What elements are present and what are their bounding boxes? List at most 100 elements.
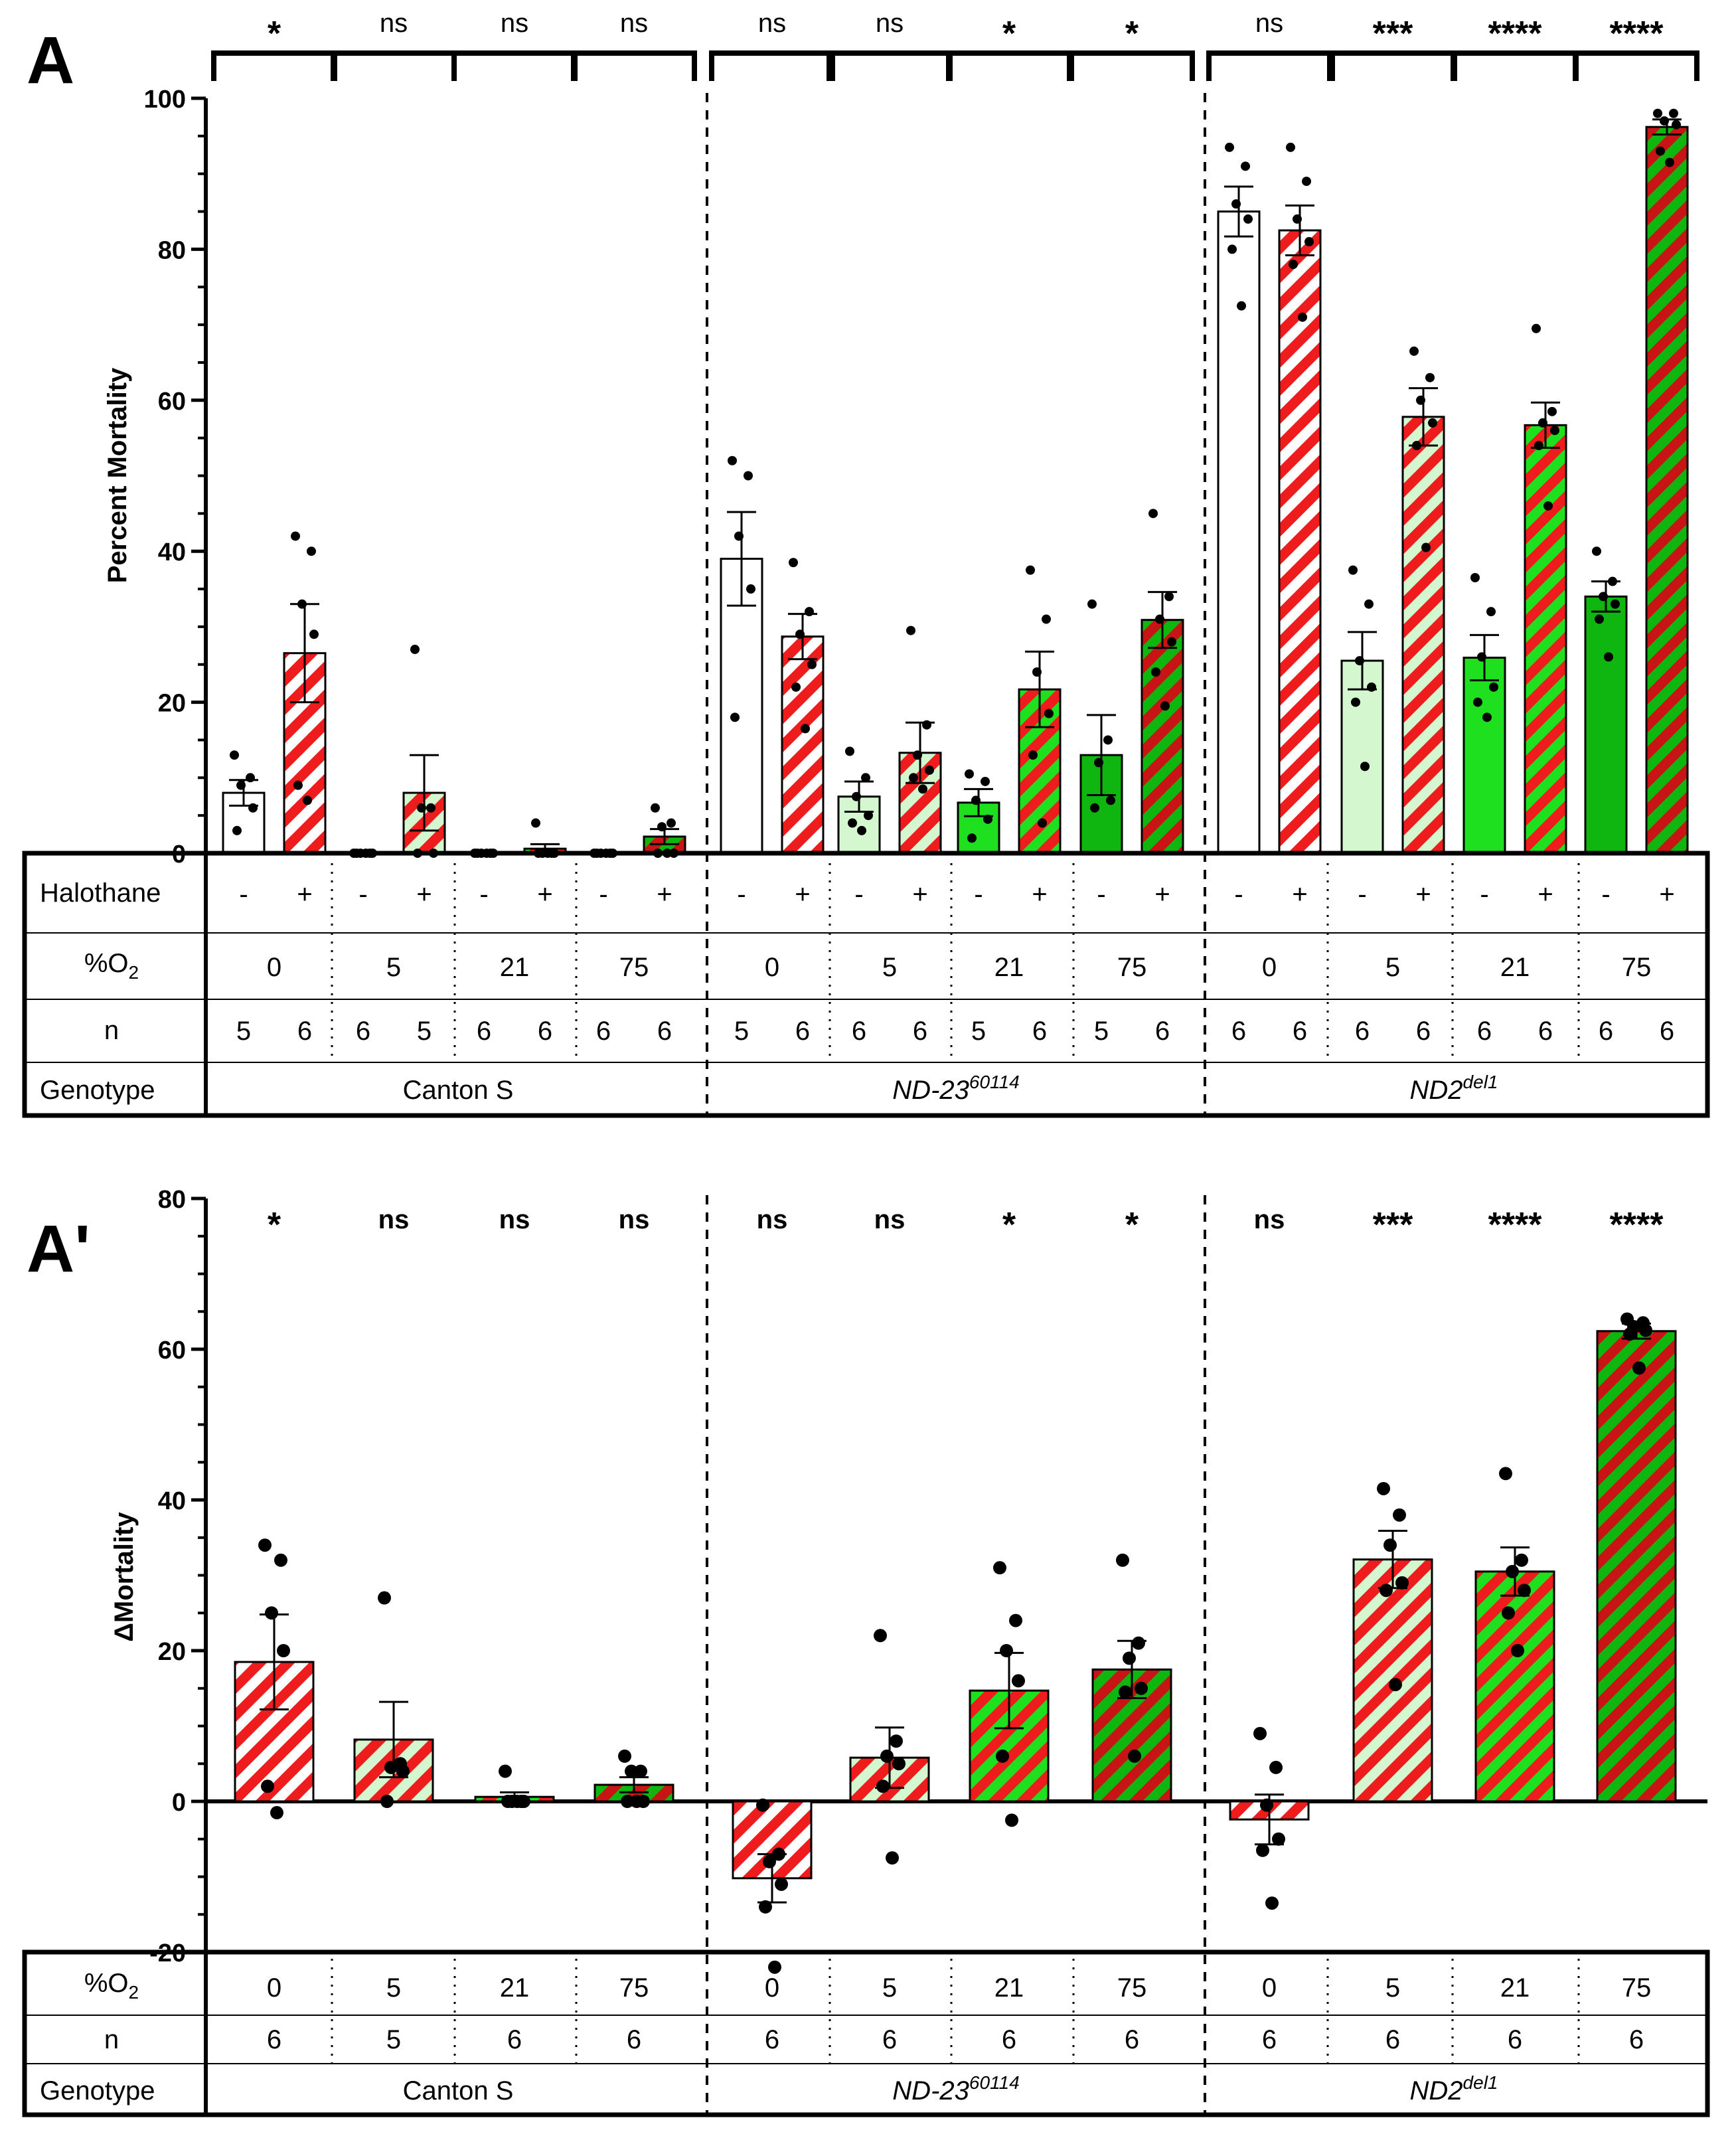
data-point	[1389, 1678, 1402, 1692]
halothane-minus: -	[239, 880, 248, 909]
data-point	[657, 822, 667, 832]
data-point	[1032, 667, 1042, 677]
genotype-label: ND-2360114	[892, 2072, 1019, 2105]
data-point	[965, 769, 974, 779]
n-value: 6	[1032, 1017, 1047, 1046]
genotype-label: Canton S	[403, 1076, 514, 1105]
halothane-minus: -	[479, 880, 488, 909]
data-point	[922, 720, 931, 730]
halothane-plus: +	[1032, 880, 1047, 909]
data-point	[1608, 576, 1617, 586]
data-point	[775, 1877, 788, 1891]
data-point	[232, 825, 242, 835]
data-point	[886, 1851, 899, 1865]
n-value: 6	[765, 2025, 779, 2054]
data-point	[1518, 1584, 1531, 1598]
significance-label: ns	[499, 1205, 530, 1234]
data-point	[845, 746, 854, 756]
data-point	[1473, 697, 1482, 707]
data-point	[1260, 1798, 1273, 1812]
data-point	[1367, 682, 1376, 692]
significance-label: ns	[757, 1205, 788, 1234]
row-label-o2: %O2	[84, 1969, 139, 2003]
data-point	[1669, 108, 1678, 118]
data-point	[258, 1538, 272, 1552]
data-point	[744, 471, 753, 481]
data-point	[378, 1591, 391, 1605]
significance-label: ns	[380, 9, 408, 38]
n-value: 5	[236, 1017, 251, 1046]
significance-bracket	[1069, 50, 1195, 81]
significance-label: *	[1125, 1206, 1139, 1244]
n-value: 5	[417, 1017, 432, 1046]
n-value: 6	[795, 1017, 810, 1046]
data-point	[1304, 237, 1314, 247]
data-point	[1241, 161, 1250, 171]
o2-level: 0	[765, 1973, 779, 2003]
data-point	[967, 833, 977, 843]
bar-halothane-plus	[1524, 424, 1567, 855]
data-point	[1026, 565, 1035, 575]
bar-halothane-minus	[1340, 659, 1384, 855]
data-point	[621, 1795, 634, 1808]
data-point	[1123, 1651, 1136, 1665]
data-point	[1298, 312, 1307, 322]
data-point	[270, 1806, 283, 1820]
data-point	[1148, 509, 1158, 519]
data-point	[1094, 758, 1103, 768]
n-value: 6	[1508, 2025, 1522, 2054]
data-point	[1395, 1576, 1409, 1590]
data-point	[274, 1553, 287, 1567]
halothane-plus: +	[657, 880, 672, 909]
bar-halothane-minus	[1462, 657, 1506, 855]
data-point	[396, 1764, 410, 1778]
halothane-minus: -	[1097, 880, 1105, 909]
data-point	[1360, 762, 1370, 772]
data-point	[925, 765, 934, 775]
data-point	[909, 773, 918, 783]
n-value: 6	[596, 1017, 611, 1046]
data-point	[1231, 199, 1241, 209]
data-point	[1151, 667, 1160, 677]
significance-bracket	[1573, 50, 1699, 81]
data-point	[1160, 701, 1170, 711]
data-point	[759, 1900, 772, 1914]
data-point	[1237, 301, 1246, 311]
data-point	[277, 1644, 290, 1657]
data-point	[1348, 565, 1358, 575]
data-point	[1486, 607, 1496, 617]
data-point	[1364, 599, 1374, 609]
data-point	[499, 1764, 512, 1778]
significance-label: ns	[1254, 1205, 1285, 1234]
data-point	[1611, 599, 1620, 609]
data-point	[1547, 406, 1557, 416]
data-point	[996, 1749, 1009, 1763]
data-point	[981, 776, 990, 786]
y-axis-a-tick-label: 40	[158, 538, 186, 566]
o2-level: 0	[267, 1973, 281, 2003]
data-point	[293, 780, 303, 790]
data-point	[1482, 712, 1492, 722]
data-point	[1044, 708, 1054, 718]
data-point	[1106, 795, 1115, 805]
significance-label: *	[268, 15, 281, 53]
o2-level: 5	[882, 1973, 897, 2003]
halothane-plus: +	[416, 880, 432, 909]
halothane-minus: -	[737, 880, 746, 909]
data-point	[1623, 1327, 1636, 1341]
genotype-label: ND-2360114	[892, 1072, 1019, 1105]
n-value: 6	[1293, 1017, 1307, 1046]
data-point	[892, 1757, 906, 1771]
data-point	[1499, 1467, 1512, 1481]
data-point	[1409, 346, 1419, 356]
y-axis-a-tick-label: 20	[158, 690, 186, 718]
significance-label: ns	[378, 1205, 410, 1234]
data-point	[1534, 441, 1543, 451]
data-point	[1377, 1481, 1390, 1495]
bar-halothane-plus	[1278, 229, 1322, 855]
data-point	[309, 629, 319, 639]
data-point	[1421, 542, 1431, 552]
y-axis-a-tick-label: 60	[158, 388, 186, 416]
data-point	[1256, 1843, 1269, 1857]
